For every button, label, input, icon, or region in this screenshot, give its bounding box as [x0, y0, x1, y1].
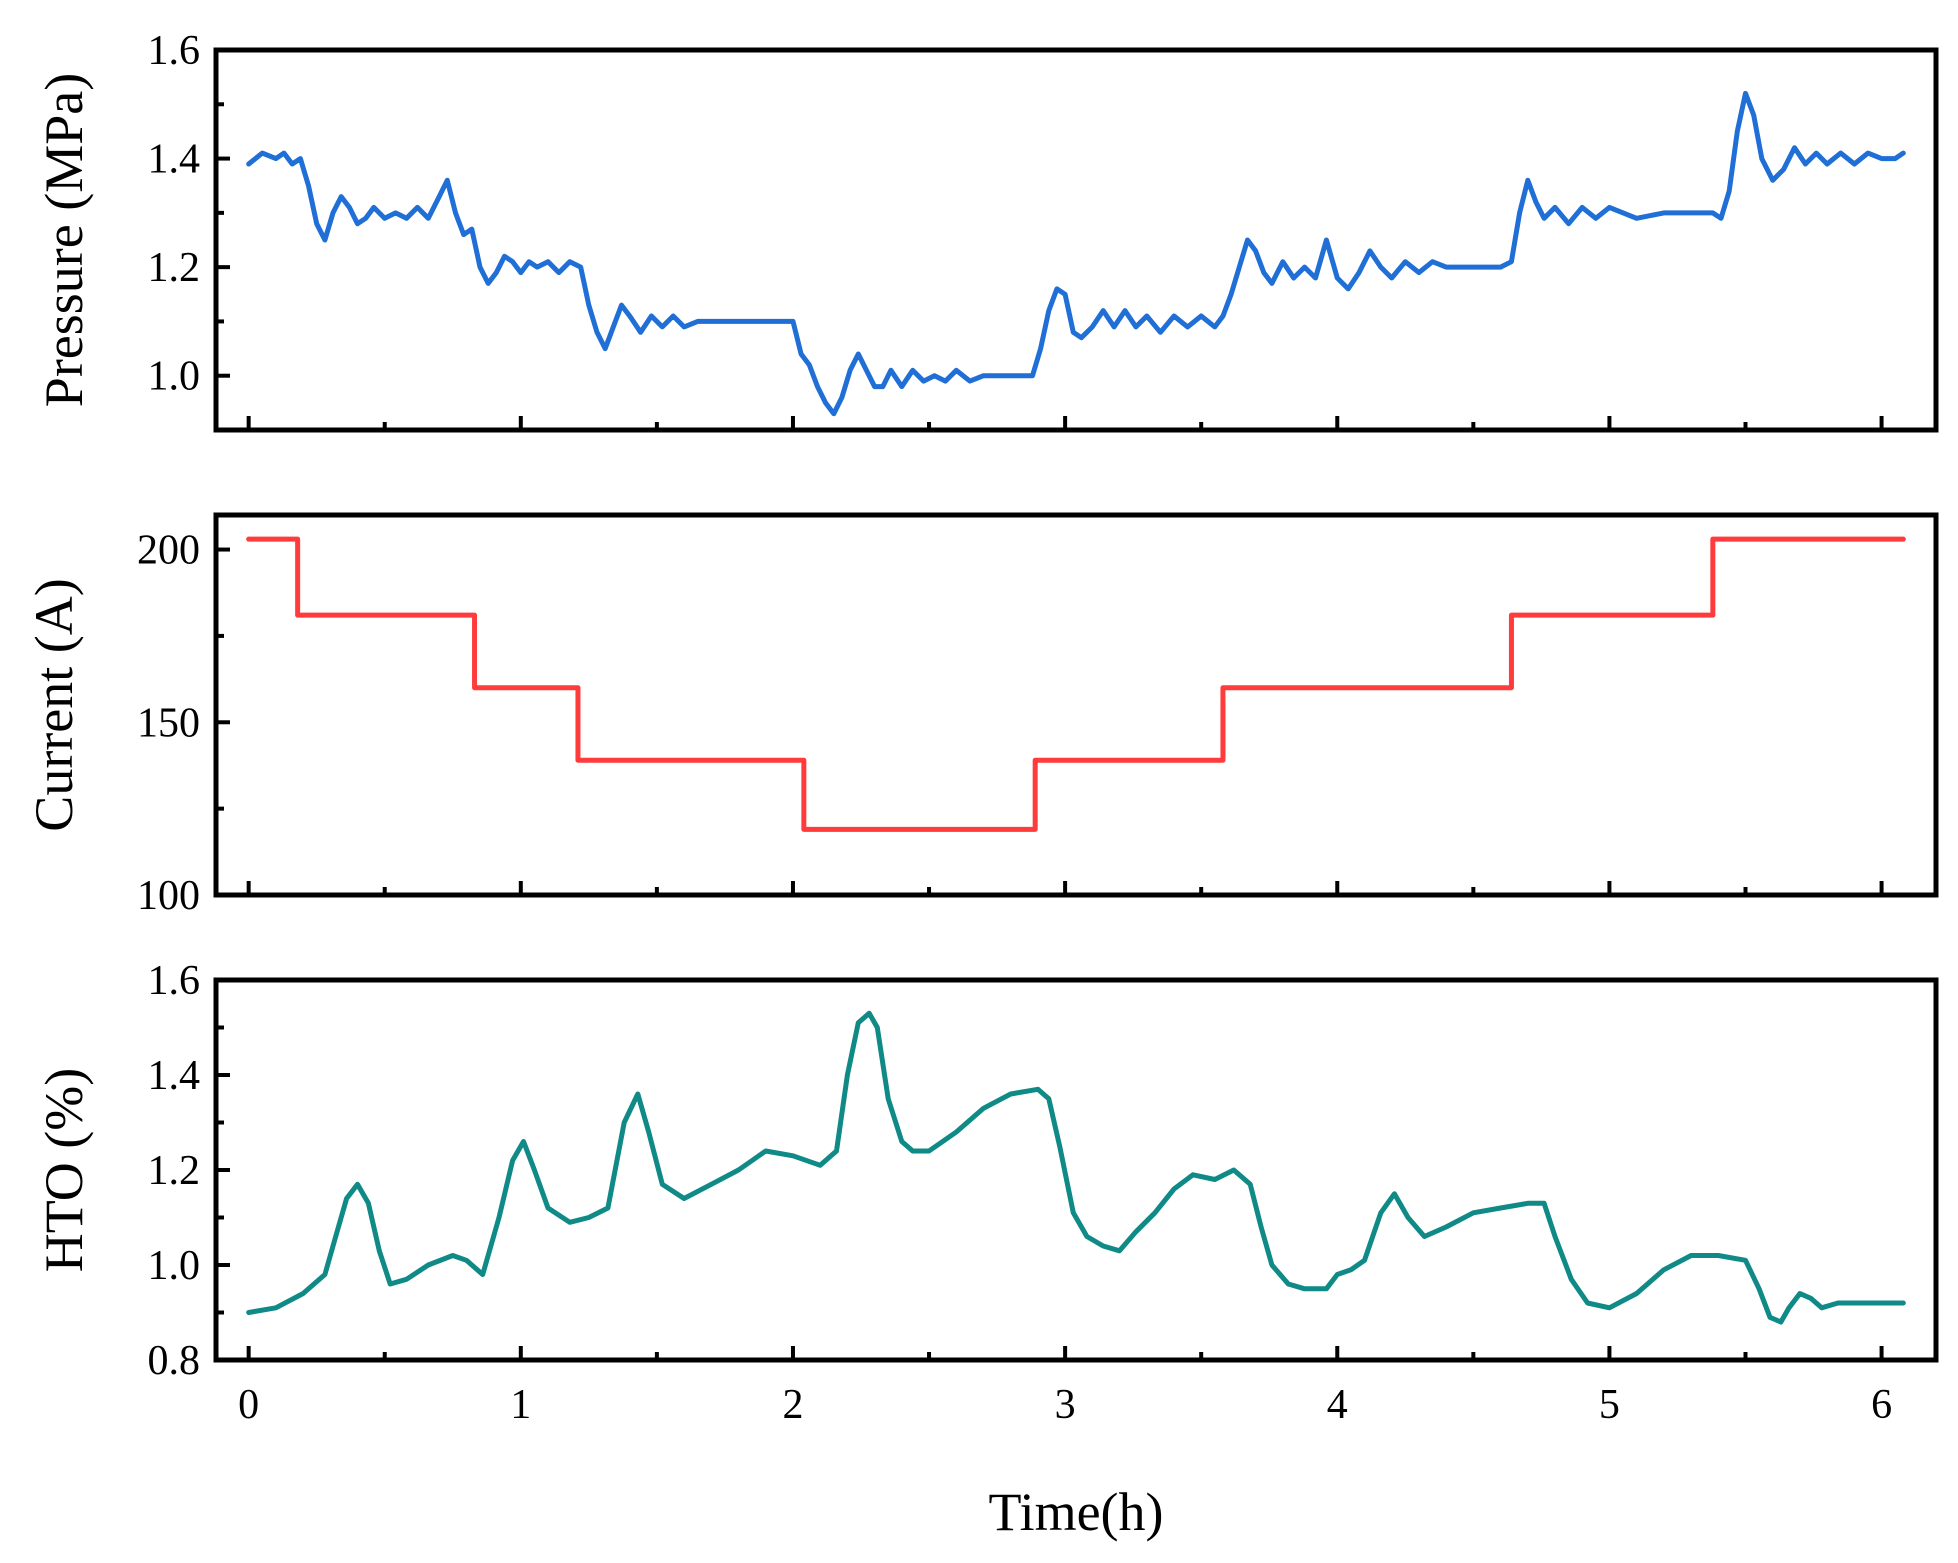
- y-tick-label: 200: [137, 528, 200, 574]
- y-tick-label: 0.8: [148, 1338, 201, 1384]
- hto-x-axis: [246, 1346, 1884, 1360]
- x-tick-label: 6: [1871, 1382, 1892, 1428]
- y-tick-label: 1.2: [148, 1148, 201, 1194]
- x-tick-label: 2: [782, 1382, 803, 1428]
- current-x-axis: [246, 881, 1884, 895]
- shared-x-tick-labels: 0 1 2 3 4 5 6: [238, 1382, 1892, 1428]
- x-axis-title: Time(h): [988, 1482, 1163, 1542]
- hto-series-line: [246, 1010, 1906, 1325]
- y-tick-label: 1.6: [148, 958, 201, 1004]
- x-tick-label: 0: [238, 1382, 259, 1428]
- y-tick-label: 1.0: [148, 354, 201, 400]
- x-tick-label: 3: [1055, 1382, 1076, 1428]
- pressure-series-line: [246, 90, 1906, 417]
- y-tick-label: 1.0: [148, 1243, 201, 1289]
- y-tick-label: 1.4: [148, 1053, 201, 1099]
- hto-ylabel: HTO (%): [34, 1068, 94, 1272]
- current-series-line: [246, 536, 1906, 832]
- panel-hto: 0.8 1.0 1.2 1.4 1.6 0 1 2 3 4 5 6 HTO (%): [34, 958, 1939, 1428]
- x-tick-label: 4: [1327, 1382, 1348, 1428]
- x-tick-label: 5: [1599, 1382, 1620, 1428]
- current-y-axis: 100 150 200: [137, 528, 230, 919]
- hto-y-axis: 0.8 1.0 1.2 1.4 1.6: [148, 958, 230, 1384]
- y-tick-label: 1.6: [148, 28, 201, 74]
- current-plot-frame: [213, 512, 1939, 898]
- x-tick-label: 1: [510, 1382, 531, 1428]
- panel-pressure: 1.0 1.2 1.4 1.6 Pressure (MPa): [34, 28, 1939, 433]
- pressure-ylabel: Pressure (MPa): [34, 73, 94, 407]
- y-tick-label: 1.4: [148, 137, 201, 183]
- current-ylabel: Current (A): [24, 578, 84, 831]
- pressure-x-axis: [246, 416, 1884, 430]
- panel-current: 100 150 200 Current (A): [24, 512, 1939, 919]
- y-tick-label: 1.2: [148, 245, 201, 291]
- y-tick-label: 150: [137, 700, 200, 746]
- y-tick-label: 100: [137, 873, 200, 919]
- pressure-y-axis: 1.0 1.2 1.4 1.6: [148, 28, 230, 432]
- pressure-plot-frame: [213, 47, 1939, 433]
